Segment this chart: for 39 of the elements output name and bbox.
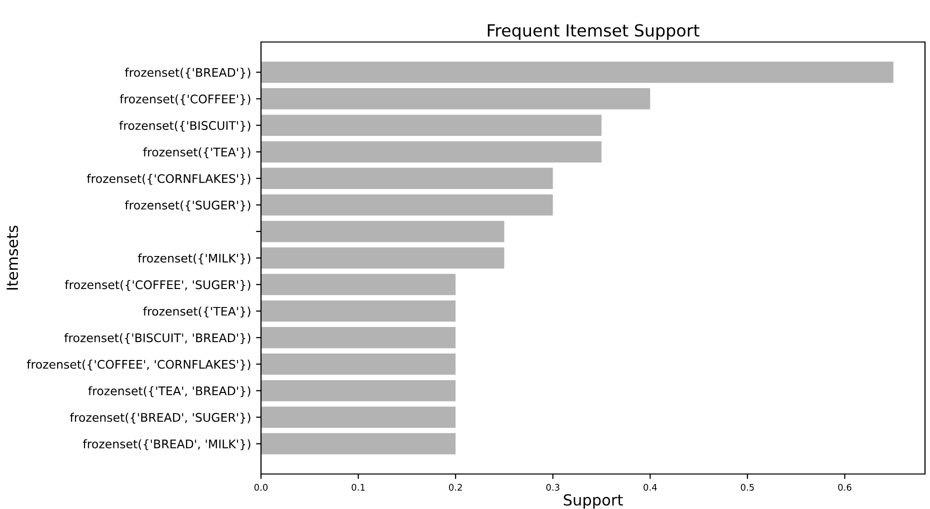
chart-title: Frequent Itemset Support: [488, 24, 700, 40]
y-tick-label: frozenset({'TEA'}): [143, 147, 250, 158]
y-tick-label: frozenset({'BREAD', 'MILK'}): [82, 439, 250, 450]
bar: [261, 168, 553, 190]
bar: [261, 354, 456, 375]
y-tick-label: frozenset({'CORNFLAKES'}): [86, 174, 250, 185]
y-tick-label: frozenset({'COFFEE', 'SUGER'}): [64, 280, 250, 291]
bar: [261, 433, 456, 454]
bar: [261, 62, 894, 83]
y-tick-label: frozenset({'MILK'}): [138, 254, 250, 264]
x-tick-label: 0.3: [546, 484, 560, 491]
x-tick-label: 0.6: [838, 484, 852, 491]
x-tick-label: 0.1: [352, 484, 365, 491]
bar: [261, 274, 456, 296]
y-tick-label: frozenset({'COFFEE'}): [120, 94, 250, 106]
bar: [261, 380, 456, 402]
x-tick-label: 0.0: [254, 484, 268, 491]
x-tick-label: 0.4: [644, 484, 657, 491]
y-tick-label: frozenset({'BREAD', 'SUGER'}): [70, 412, 250, 424]
bar: [261, 220, 504, 242]
x-tick-label: 0.5: [740, 484, 754, 491]
y-tick-label: frozenset({'BISCUIT', 'BREAD'}): [64, 333, 250, 344]
x-axis-title: Support: [564, 494, 623, 509]
y-tick-label: frozenset({'SUGER'}): [124, 200, 250, 212]
y-tick-label: frozenset({'TEA', 'BREAD'}): [88, 386, 250, 398]
bar: [261, 141, 602, 162]
bar: [261, 194, 553, 216]
bar: [261, 114, 602, 136]
y-tick-label: frozenset({'BISCUIT'}): [119, 120, 250, 132]
y-tick-label: frozenset({'COFFEE', 'CORNFLAKES'}): [26, 360, 250, 371]
y-axis-title: Itemsets: [6, 226, 18, 290]
y-tick-label: frozenset({'BREAD'}): [124, 68, 250, 79]
x-tick-label: 0.2: [448, 484, 462, 491]
bar: [261, 300, 456, 322]
bar: [261, 326, 456, 348]
bar: [261, 406, 456, 428]
y-tick-label: frozenset({'TEA'}): [143, 306, 250, 318]
bar: [261, 88, 650, 110]
bar: [261, 247, 504, 269]
